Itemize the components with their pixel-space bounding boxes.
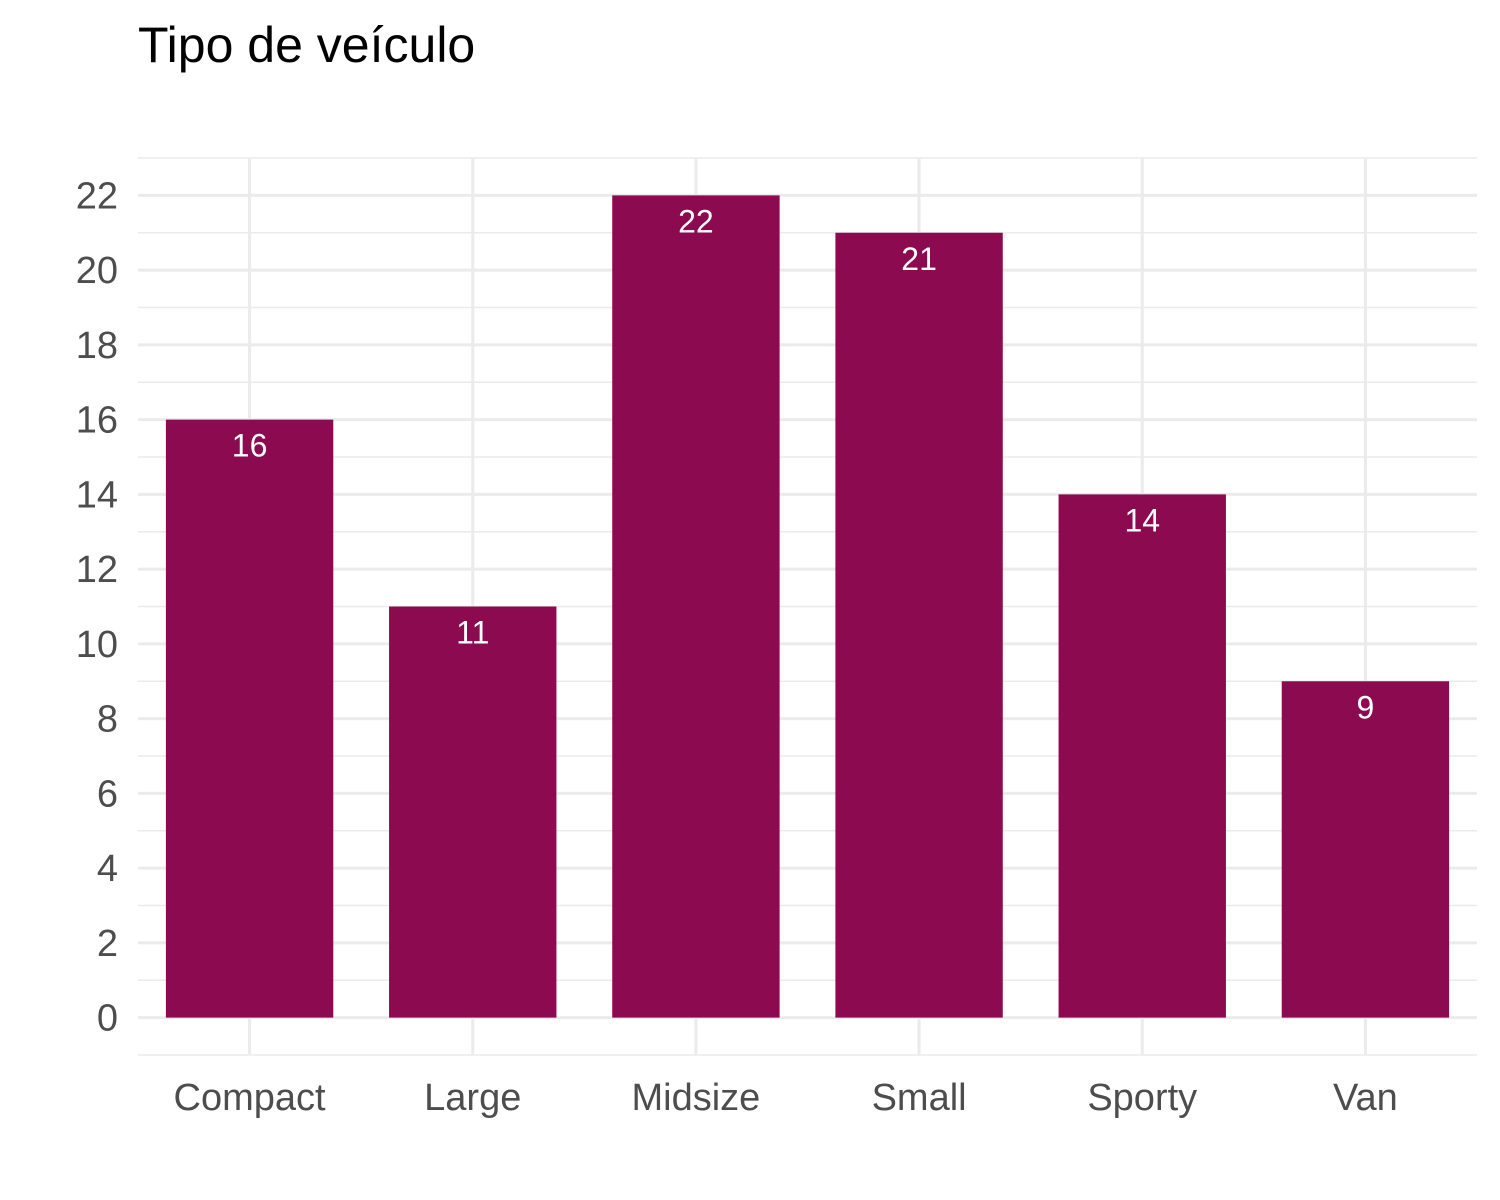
bar-van bbox=[1281, 681, 1450, 1018]
x-tick-label: Midsize bbox=[632, 1077, 761, 1119]
chart-title: Tipo de veículo bbox=[138, 17, 475, 73]
y-tick-label: 22 bbox=[76, 175, 118, 217]
y-tick-label: 8 bbox=[97, 699, 118, 741]
y-tick-label: 2 bbox=[97, 923, 118, 965]
data-labels: 16 11 22 21 14 9 bbox=[232, 203, 1375, 725]
bar-large bbox=[389, 606, 557, 1018]
y-tick-label: 10 bbox=[76, 624, 118, 666]
x-tick-label: Small bbox=[872, 1077, 967, 1119]
x-axis: Compact Large Midsize Small Sporty Van bbox=[174, 1077, 1398, 1119]
x-tick-label: Compact bbox=[174, 1077, 326, 1119]
y-tick-label: 14 bbox=[76, 474, 118, 516]
data-label-small: 21 bbox=[901, 241, 937, 277]
y-tick-label: 16 bbox=[76, 400, 118, 442]
data-label-compact: 16 bbox=[232, 428, 268, 464]
data-label-large: 11 bbox=[456, 615, 489, 651]
y-tick-label: 6 bbox=[97, 773, 118, 815]
bar-small bbox=[835, 232, 1003, 1018]
bar-sporty bbox=[1058, 494, 1226, 1018]
x-tick-label: Van bbox=[1333, 1077, 1398, 1119]
bars bbox=[165, 195, 1450, 1018]
data-label-sporty: 14 bbox=[1124, 502, 1160, 538]
y-tick-label: 12 bbox=[76, 549, 118, 591]
bar-midsize bbox=[612, 195, 780, 1018]
y-axis: 0 2 4 6 8 10 12 14 16 18 20 22 bbox=[76, 175, 118, 1039]
y-tick-label: 4 bbox=[97, 848, 118, 890]
y-tick-label: 0 bbox=[97, 998, 118, 1040]
grid-lines bbox=[138, 157, 1477, 1056]
y-tick-label: 18 bbox=[76, 325, 118, 367]
data-label-midsize: 22 bbox=[678, 203, 714, 239]
bar-compact bbox=[165, 419, 334, 1018]
x-tick-label: Sporty bbox=[1087, 1077, 1197, 1119]
data-label-van: 9 bbox=[1357, 689, 1375, 725]
x-tick-label: Large bbox=[424, 1077, 521, 1119]
y-tick-label: 20 bbox=[76, 250, 118, 292]
